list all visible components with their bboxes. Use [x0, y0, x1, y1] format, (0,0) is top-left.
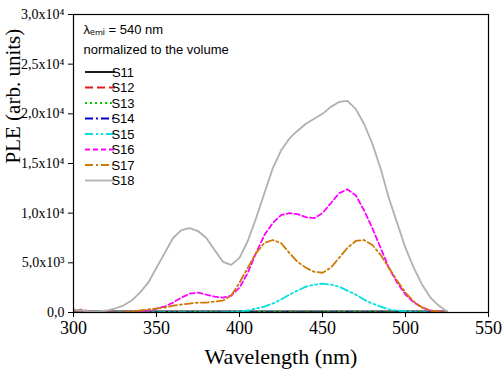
svg-text:350: 350 — [143, 318, 170, 338]
svg-text:S12: S12 — [111, 80, 134, 95]
svg-text:400: 400 — [226, 318, 253, 338]
svg-text:550: 550 — [475, 318, 502, 338]
svg-text:1,0x10⁴: 1,0x10⁴ — [21, 206, 65, 221]
svg-text:S17: S17 — [111, 158, 134, 173]
svg-text:S15: S15 — [111, 127, 134, 142]
svg-text:S14: S14 — [111, 111, 134, 126]
svg-text:normalized to the volume: normalized to the volume — [84, 42, 229, 57]
svg-text:λₑₘᵢ = 540 nm: λₑₘᵢ = 540 nm — [84, 22, 164, 37]
svg-text:1,5x10⁴: 1,5x10⁴ — [21, 156, 65, 171]
svg-text:0,0: 0,0 — [47, 305, 65, 320]
svg-text:S16: S16 — [111, 142, 134, 157]
svg-text:S13: S13 — [111, 96, 134, 111]
svg-text:450: 450 — [309, 318, 336, 338]
svg-text:500: 500 — [392, 318, 419, 338]
svg-text:2,5x10⁴: 2,5x10⁴ — [21, 57, 65, 72]
svg-text:PLE (arb. units): PLE (arb. units) — [1, 29, 25, 164]
svg-text:3,0x10⁴: 3,0x10⁴ — [21, 7, 65, 22]
svg-text:300: 300 — [60, 318, 87, 338]
svg-text:S11: S11 — [112, 65, 134, 80]
svg-text:5,0x10³: 5,0x10³ — [22, 255, 65, 270]
svg-text:Wavelength (nm): Wavelength (nm) — [205, 344, 358, 369]
svg-text:S18: S18 — [111, 173, 134, 188]
svg-text:2,0x10⁴: 2,0x10⁴ — [21, 106, 65, 121]
